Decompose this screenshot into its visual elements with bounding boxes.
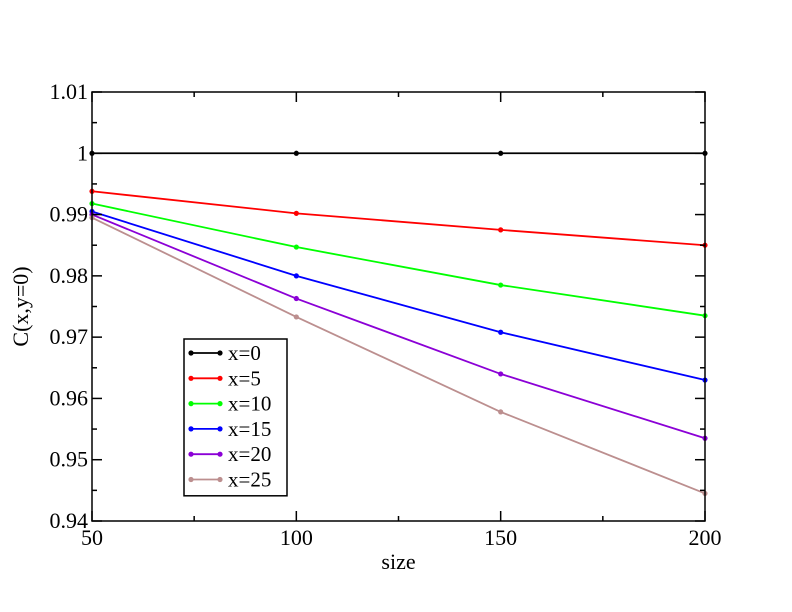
legend-swatch-point <box>188 375 194 381</box>
x-tick-label: 200 <box>689 525 722 550</box>
series-x=15 <box>89 208 708 383</box>
data-point <box>498 371 504 377</box>
legend-swatch-point <box>188 350 194 356</box>
legend-entry: x=0 <box>188 341 261 365</box>
data-point <box>498 282 504 288</box>
data-point <box>293 314 299 320</box>
y-tick-label: 0.96 <box>50 385 89 410</box>
legend-entry: x=25 <box>188 468 271 492</box>
x-tick-label: 150 <box>484 525 517 550</box>
legend-entry: x=15 <box>188 417 271 441</box>
series-layer <box>89 150 708 497</box>
ticks-layer: 50 100 150 200 0.94 0.95 0.96 0.97 0.98 0.99 1 1.01 <box>50 79 722 550</box>
legend-swatch-point <box>217 375 223 381</box>
series-x=25 <box>89 215 708 497</box>
series-x=0 <box>89 150 708 156</box>
series-line <box>91 213 706 440</box>
series-x=5 <box>89 188 708 248</box>
legend-label: x=10 <box>228 392 271 416</box>
series-line <box>91 202 706 317</box>
x-axis-title: size <box>381 549 415 574</box>
data-point <box>293 210 299 216</box>
data-point <box>293 150 299 156</box>
legend-swatch-point <box>188 401 194 407</box>
series-x=10 <box>89 200 708 319</box>
legend-entry: x=10 <box>188 392 271 416</box>
legend-swatch-point <box>188 426 194 432</box>
data-point <box>498 329 504 335</box>
series-line <box>91 216 706 495</box>
legend: x=0x=5x=10x=15x=20x=25 <box>183 338 288 497</box>
legend-swatch-point <box>188 451 194 457</box>
y-axis-title: C(x,y=0) <box>8 266 33 346</box>
legend-label: x=20 <box>228 442 271 466</box>
y-tick-label: 1 <box>77 140 88 165</box>
y-tick-label: 1.01 <box>50 79 89 104</box>
x-tick-label: 50 <box>81 525 103 550</box>
data-point <box>498 409 504 415</box>
legend-swatch-point <box>217 451 223 457</box>
legend-swatch-point <box>217 350 223 356</box>
series-line <box>91 210 706 381</box>
data-point <box>293 295 299 302</box>
data-point <box>293 273 299 279</box>
y-tick-label: 0.98 <box>50 263 89 288</box>
legend-label: x=15 <box>228 417 271 441</box>
legend-entry: x=5 <box>188 366 261 390</box>
legend-box <box>183 338 288 497</box>
legend-label: x=0 <box>228 341 261 365</box>
legend-label: x=5 <box>228 366 261 390</box>
data-point <box>293 244 299 250</box>
legend-swatch-point <box>217 426 223 432</box>
y-tick-label: 0.94 <box>50 508 89 533</box>
data-point <box>498 150 504 156</box>
x-tick-label: 100 <box>280 525 313 550</box>
legend-swatch-point <box>217 476 223 483</box>
y-tick-label: 0.95 <box>50 447 89 472</box>
legend-swatch-point <box>217 401 223 407</box>
legend-entry: x=20 <box>188 442 271 466</box>
y-tick-label: 0.99 <box>50 202 89 227</box>
legend-label: x=25 <box>228 468 271 492</box>
y-tick-label: 0.97 <box>50 324 89 349</box>
legend-swatch-point <box>188 476 194 483</box>
data-point <box>498 227 504 233</box>
series-line <box>91 190 706 247</box>
series-x=20 <box>89 211 708 441</box>
